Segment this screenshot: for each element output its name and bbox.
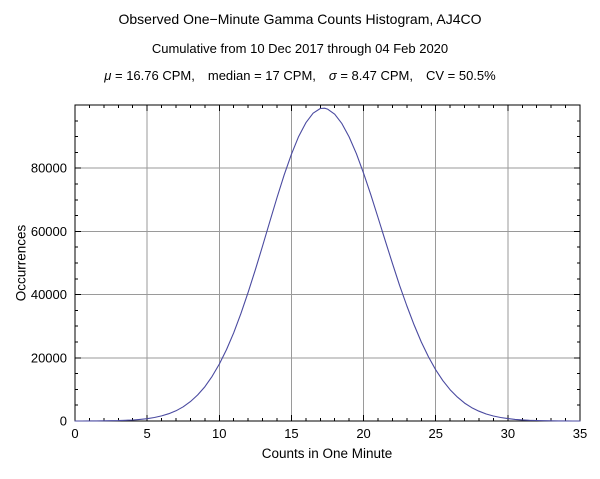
x-tick-label: 5 xyxy=(144,426,151,441)
y-tick-label: 80000 xyxy=(31,161,67,176)
x-tick-label: 25 xyxy=(428,426,442,441)
axis-ticks xyxy=(74,104,581,422)
y-tick-label: 40000 xyxy=(31,287,67,302)
y-tick-label: 0 xyxy=(60,414,67,429)
stat-median: median = 17 CPM, xyxy=(207,68,316,83)
stat-mu: μ = 16.76 CPM, xyxy=(104,68,195,83)
tick-labels: 0 5 10 15 20 25 30 35 0 20000 40000 60000 80000 xyxy=(31,161,587,441)
grid-lines xyxy=(75,105,580,421)
x-tick-label: 0 xyxy=(71,426,78,441)
mu-symbol: μ xyxy=(104,68,112,83)
y-tick-label: 60000 xyxy=(31,224,67,239)
x-tick-label: 10 xyxy=(212,426,226,441)
stat-cv: CV = 50.5% xyxy=(425,68,496,83)
y-tick-label: 20000 xyxy=(31,350,67,365)
stat-sigma: σ = 8.47 CPM, xyxy=(329,68,413,83)
x-tick-label: 20 xyxy=(356,426,370,441)
y-axis-label: Occurrences xyxy=(13,224,29,302)
plot-frame xyxy=(74,104,581,422)
histogram-curve xyxy=(74,107,581,422)
chart-stats-line: μ = 16.76 CPM, median = 17 CPM, σ = 8.47… xyxy=(0,68,600,83)
sigma-symbol: σ xyxy=(328,68,337,83)
mu-value: = 16.76 CPM, xyxy=(111,68,195,83)
sigma-value: = 8.47 CPM, xyxy=(336,68,413,83)
x-tick-label: 30 xyxy=(501,426,515,441)
chart-subtitle: Cumulative from 10 Dec 2017 through 04 F… xyxy=(151,41,449,56)
x-tick-label: 15 xyxy=(284,426,298,441)
x-axis-label: Counts in One Minute xyxy=(261,446,393,461)
x-tick-label: 35 xyxy=(573,426,587,441)
chart-title: Observed One−Minute Gamma Counts Histogr… xyxy=(118,11,482,27)
